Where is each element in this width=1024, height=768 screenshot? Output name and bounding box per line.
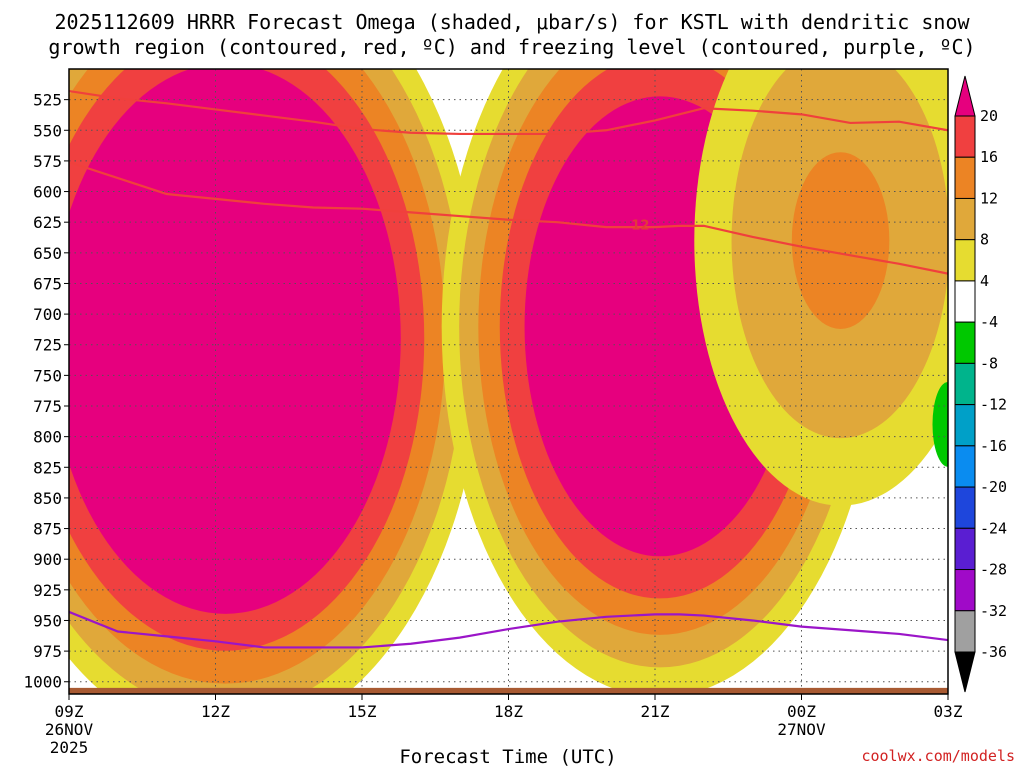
x-tick-label: 03Z — [934, 702, 963, 721]
x-tick-label: 12Z — [201, 702, 230, 721]
y-tick-label: 975 — [33, 642, 62, 661]
x-tick-label: 15Z — [348, 702, 377, 721]
y-tick-label: 925 — [33, 581, 62, 600]
x-tick-date: 27NOV — [777, 720, 826, 739]
colorbar-tick-label: -4 — [980, 313, 998, 331]
colorbar-tick-label: -28 — [980, 561, 1007, 579]
colorbar-bin — [954, 527, 976, 571]
y-tick-label: 525 — [33, 91, 62, 110]
y-tick-label: 625 — [33, 213, 62, 232]
colorbar-tick-label: 4 — [980, 272, 989, 290]
y-tick-label: 675 — [33, 274, 62, 293]
y-tick-label: 650 — [33, 244, 62, 263]
y-tick-label: 825 — [33, 458, 62, 477]
colorbar-tick-label: -8 — [980, 354, 998, 372]
colorbar-tick-label: -16 — [980, 437, 1007, 455]
y-axis: 525 550 575 600 625 650 675 700 725 750 775 800 825 8… — [23, 91, 69, 692]
y-tick-label: 900 — [33, 550, 62, 569]
omega-contour-low-level-descent--4 — [932, 381, 948, 467]
x-tick-label: 18Z — [494, 702, 523, 721]
colorbar-tick-label: -12 — [980, 396, 1007, 414]
x-axis-label: Forecast Time (UTC) — [399, 746, 616, 768]
gridlines — [69, 69, 948, 694]
y-tick-label: 800 — [33, 428, 62, 447]
dgz-contour-label: 12 — [631, 219, 649, 234]
omega-field — [69, 69, 948, 694]
colorbar-tick-label: 8 — [980, 231, 989, 249]
colorbar-tick-label: 12 — [980, 189, 998, 207]
colorbar-bin — [954, 404, 976, 447]
omega-contour-evening-lift-12 — [791, 152, 890, 329]
colorbar-bin — [954, 486, 976, 529]
colorbar-bin — [954, 280, 976, 323]
freezing-level-contour-0C — [69, 610, 948, 649]
colorbar-tick-label: -24 — [980, 519, 1007, 537]
x-tick-label: 00Z — [787, 702, 816, 721]
colorbar-bin — [954, 156, 976, 199]
y-tick-label: 850 — [33, 489, 62, 508]
terrain-layer — [69, 687, 948, 694]
x-tick-label: 21Z — [641, 702, 670, 721]
x-tick-year: 2025 — [50, 738, 89, 757]
colorbar-bin — [954, 115, 976, 158]
y-tick-label: 600 — [33, 183, 62, 202]
y-tick-label: 1000 — [23, 673, 62, 692]
y-tick-label: 750 — [33, 366, 62, 385]
y-tick-label: 725 — [33, 336, 62, 355]
contour-lines: 12 — [69, 89, 948, 649]
omega-region-morning-ascent — [69, 69, 483, 694]
colorbar-tick-label: -32 — [980, 602, 1007, 620]
colorbar-tick-label: -36 — [980, 643, 1007, 661]
colorbar-bin — [954, 239, 976, 282]
y-tick-label: 950 — [33, 611, 62, 630]
chart-title-line2: growth region (contoured, red, ºC) and f… — [48, 35, 975, 59]
x-tick-label: 09Z — [55, 702, 84, 721]
colorbar-top-arrow — [954, 75, 976, 117]
colorbar: 20 16 12 8 4 -4 -8 -12 -16 -20 -24 -28 -32 -36 — [954, 75, 1007, 693]
y-tick-label: 775 — [33, 397, 62, 416]
omega-contour-morning-ascent-20 — [69, 69, 401, 614]
colorbar-bin — [954, 362, 976, 406]
y-tick-label: 575 — [33, 152, 62, 171]
y-tick-label: 700 — [33, 305, 62, 324]
omega-region-low-level-descent — [932, 381, 948, 467]
colorbar-tick-label: 20 — [980, 107, 998, 125]
colorbar-bin — [954, 610, 976, 653]
colorbar-bottom-arrow — [954, 651, 976, 693]
colorbar-tick-label: -20 — [980, 478, 1007, 496]
terrain-band — [69, 687, 948, 694]
colorbar-bin — [954, 321, 976, 364]
credit-text: coolwx.com/models — [861, 747, 1015, 765]
y-tick-label: 875 — [33, 520, 62, 539]
y-tick-label: 550 — [33, 121, 62, 140]
dgz-contour--18C — [69, 161, 948, 275]
chart-title-line1: 2025112609 HRRR Forecast Omega (shaded, … — [54, 10, 970, 34]
colorbar-bin — [954, 569, 976, 612]
colorbar-bin — [954, 445, 976, 488]
x-tick-date: 26NOV — [45, 720, 94, 739]
colorbar-bin — [954, 197, 976, 241]
dgz-contour--12C — [69, 89, 948, 136]
colorbar-tick-label: 16 — [980, 148, 998, 166]
